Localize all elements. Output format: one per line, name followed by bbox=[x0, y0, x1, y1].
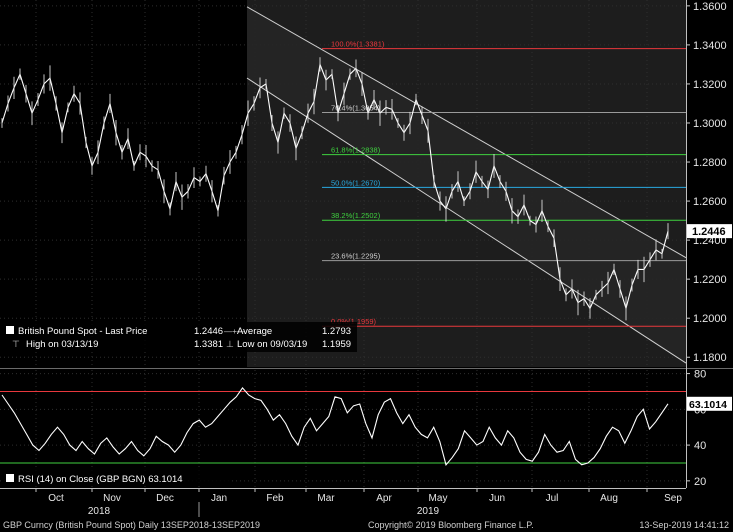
legend-low-icon: ⊥ bbox=[226, 339, 234, 349]
fib-label-1: 76.4%(1.3054) bbox=[331, 103, 381, 112]
footer-copyright: Copyright© 2019 Bloomberg Finance L.P. bbox=[368, 520, 534, 530]
month-label-3: Jan bbox=[211, 493, 227, 504]
month-label-7: May bbox=[429, 493, 448, 504]
fib-label-0: 100.0%(1.3381) bbox=[331, 40, 385, 49]
price-ytick-label-5: 1.2800 bbox=[693, 157, 727, 169]
rsi-last-box bbox=[687, 396, 732, 411]
fib-label-6: 0.0%(1.1959) bbox=[331, 317, 377, 326]
rsi-legend-box bbox=[2, 470, 232, 485]
price-ytick-label-8: 1.3400 bbox=[693, 40, 727, 52]
price-ytick-label-1: 1.2000 bbox=[693, 313, 727, 325]
month-label-6: Apr bbox=[376, 493, 392, 504]
month-label-9: Jul bbox=[546, 493, 559, 504]
price-ytick-label-9: 1.3600 bbox=[693, 1, 727, 13]
price-ytick-label-6: 1.3000 bbox=[693, 118, 727, 130]
chart-svg: 1.18001.20001.22001.24001.26001.28001.30… bbox=[0, 0, 733, 519]
price-ytick-label-7: 1.3200 bbox=[693, 79, 727, 91]
month-label-1: Nov bbox=[103, 493, 121, 504]
legend-average-icon: —+— bbox=[224, 327, 245, 336]
last-price-box bbox=[687, 224, 732, 239]
legend-series-name: British Pound Spot - Last Price bbox=[18, 326, 147, 337]
rsi-ytick-label-0: 20 bbox=[694, 476, 706, 488]
month-label-2: Dec bbox=[156, 493, 174, 504]
fib-label-3: 50.0%(1.2670) bbox=[331, 178, 381, 187]
month-label-10: Aug bbox=[600, 493, 618, 504]
channel-upper-line bbox=[246, 6, 687, 259]
price-ytick-label-4: 1.2600 bbox=[693, 196, 727, 208]
price-legend-box bbox=[2, 322, 357, 352]
legend-average-label: Average bbox=[237, 326, 272, 337]
fib-label-2: 61.8%(1.2838) bbox=[331, 146, 381, 155]
legend-high-value: 1.3381 bbox=[194, 339, 223, 350]
fib-label-4: 38.2%(1.2502) bbox=[331, 211, 381, 220]
last-price-label: 1.2446 bbox=[692, 226, 726, 238]
legend-high-icon: ⊤ bbox=[12, 339, 20, 349]
legend-low-label: Low on 09/03/19 bbox=[237, 339, 307, 350]
regression-channel-fill bbox=[247, 6, 686, 364]
rsi-last-label: 63.1014 bbox=[689, 399, 727, 411]
rsi-legend-swatch bbox=[6, 474, 14, 482]
legend-high-label: High on 03/13/19 bbox=[26, 339, 98, 350]
price-line bbox=[1, 62, 669, 311]
month-label-4: Feb bbox=[266, 493, 284, 504]
price-ytick-label-2: 1.2200 bbox=[693, 274, 727, 286]
legend-series-value: 1.2446 bbox=[194, 326, 223, 337]
month-label-0: Oct bbox=[48, 493, 64, 504]
footer-bar: GBP Curncy (British Pound Spot) Daily 13… bbox=[0, 519, 733, 532]
fib-label-5: 23.6%(1.2295) bbox=[331, 252, 381, 261]
legend-average-value: 1.2793 bbox=[322, 326, 351, 337]
legend-series-swatch bbox=[6, 326, 14, 334]
month-label-5: Mar bbox=[317, 493, 335, 504]
month-label-11: Sep bbox=[664, 493, 682, 504]
month-label-8: Jun bbox=[489, 493, 505, 504]
footer-timestamp: 13-Sep-2019 14:41:12 bbox=[639, 520, 729, 530]
footer-left-text: GBP Curncy (British Pound Spot) Daily 13… bbox=[3, 520, 260, 530]
year-label-2018: 2018 bbox=[88, 506, 111, 517]
rsi-line bbox=[1, 387, 669, 466]
year-label-2019: 2019 bbox=[417, 506, 440, 517]
rsi-legend-text: RSI (14) on Close (GBP BGN) 63.1014 bbox=[18, 474, 183, 485]
rsi-ytick-label-3: 80 bbox=[694, 369, 706, 381]
legend-low-value: 1.1959 bbox=[322, 339, 351, 350]
price-ytick-label-0: 1.1800 bbox=[693, 352, 727, 364]
rsi-ytick-label-1: 40 bbox=[694, 440, 706, 452]
